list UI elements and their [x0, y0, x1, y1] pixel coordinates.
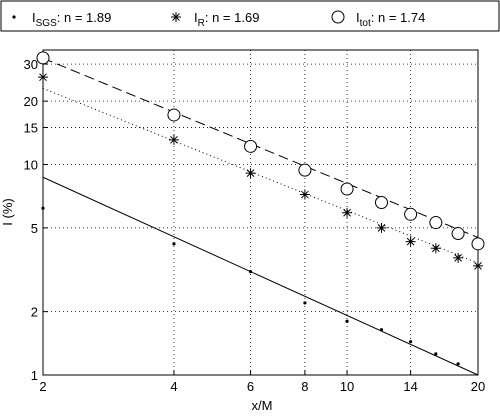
point: [405, 236, 416, 247]
point: [473, 260, 483, 271]
legend-name: I: [32, 10, 36, 25]
point: [456, 362, 460, 366]
point: [167, 108, 181, 122]
point: [451, 227, 465, 241]
point: [299, 189, 310, 200]
point: [374, 195, 388, 209]
point: [453, 252, 464, 263]
point: [38, 72, 48, 83]
legend-box: [0, 0, 500, 32]
legend-name: I: [356, 10, 360, 25]
point: [429, 216, 443, 230]
legend-label: IR: n = 1.69: [194, 10, 259, 29]
x-tick-label: 2: [39, 379, 46, 394]
legend-subscript: R: [198, 18, 205, 29]
x-tick-label: 4: [170, 379, 177, 394]
point: [298, 163, 312, 177]
point: [409, 340, 413, 344]
y-axis-label: I (%): [0, 198, 15, 225]
point: [430, 243, 441, 254]
x-tick-label: 8: [301, 379, 308, 394]
legend-note: : n = 1.69: [205, 10, 260, 25]
legend-marker: [171, 12, 181, 22]
y-tick-label: 20: [24, 94, 38, 109]
legend-marker: [12, 15, 16, 19]
x-tick-label: 10: [340, 379, 354, 394]
y-tick-label: 30: [24, 57, 38, 72]
x-tick-label: 20: [471, 379, 485, 394]
point: [244, 139, 258, 153]
point: [168, 134, 179, 145]
x-tick-label: 14: [403, 379, 417, 394]
point: [248, 269, 253, 274]
point: [404, 207, 418, 221]
point: [342, 207, 353, 218]
x-tick-label: 6: [247, 379, 254, 394]
point: [41, 206, 45, 210]
point: [340, 182, 354, 196]
y-tick-label: 10: [24, 158, 38, 173]
legend-note: : n = 1.89: [57, 10, 112, 25]
legend-name: I: [194, 10, 198, 25]
y-tick-label: 5: [31, 221, 38, 236]
y-tick-label: 1: [31, 368, 38, 383]
point: [245, 168, 256, 179]
point: [303, 301, 307, 305]
legend-label: ISGS: n = 1.89: [32, 10, 111, 29]
point: [376, 222, 387, 233]
legend-note: : n = 1.74: [371, 10, 426, 25]
legend-label: Itot: n = 1.74: [356, 10, 425, 29]
point: [471, 237, 485, 251]
point: [345, 319, 349, 323]
fit-line: [42, 57, 479, 238]
legend-subscript: SGS: [36, 18, 57, 29]
point: [434, 352, 438, 356]
point: [36, 51, 50, 65]
point: [379, 328, 384, 332]
y-tick-label: 15: [24, 120, 38, 135]
fit-line: [42, 176, 479, 376]
legend-subscript: tot: [360, 18, 371, 29]
x-axis-label: x/M: [252, 398, 273, 413]
point: [172, 242, 176, 246]
plot-frame: [42, 49, 479, 376]
legend-marker: [331, 10, 345, 24]
y-tick-label: 2: [31, 305, 38, 320]
